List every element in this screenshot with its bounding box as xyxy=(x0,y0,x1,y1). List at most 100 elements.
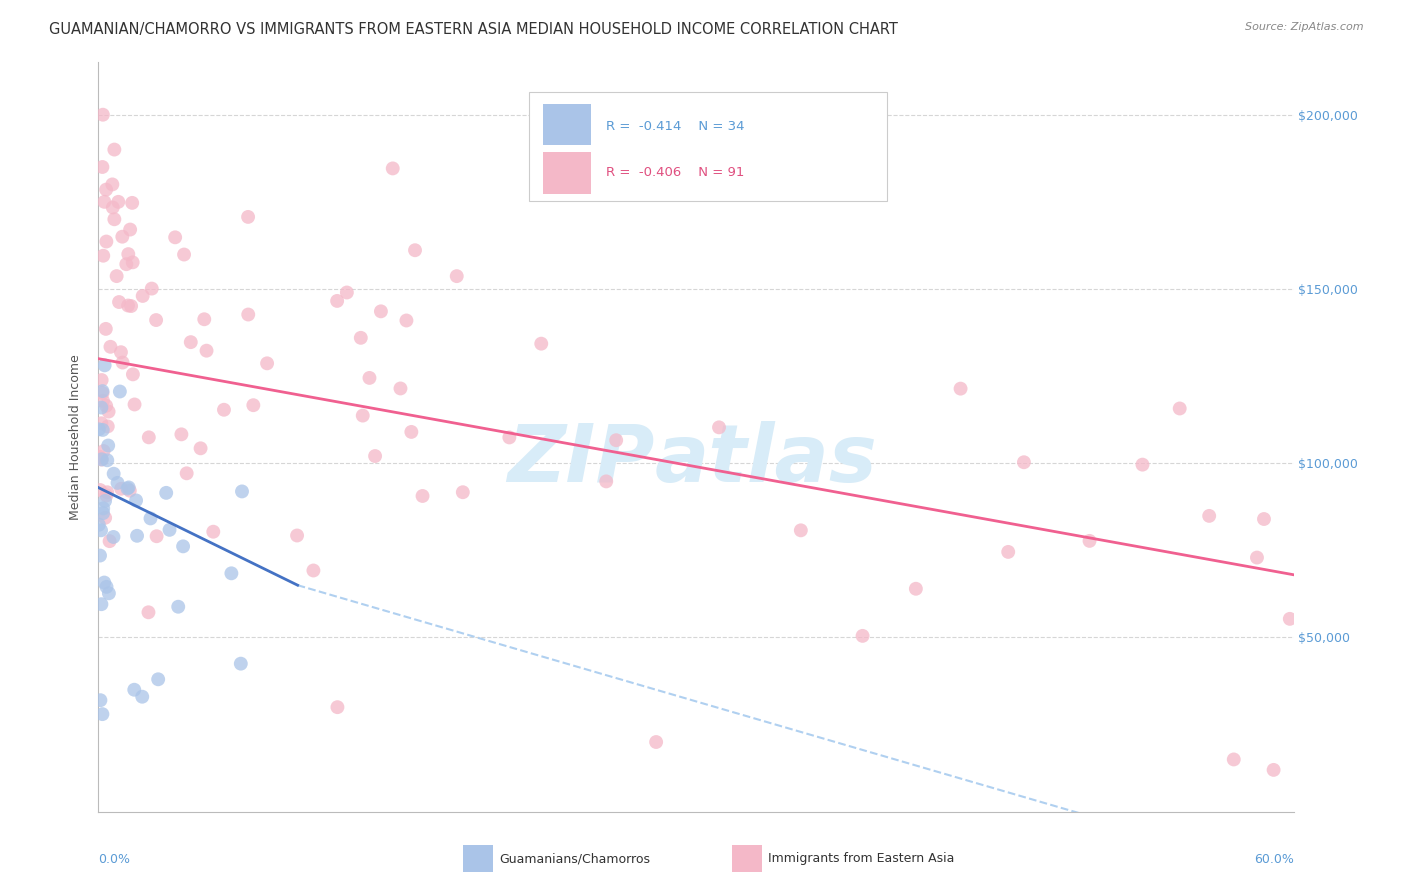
Point xyxy=(91,386,114,401)
Point xyxy=(195,343,218,358)
Point xyxy=(94,322,117,336)
Point xyxy=(97,419,120,434)
Point xyxy=(145,529,167,543)
Point xyxy=(120,299,142,313)
Point xyxy=(103,530,125,544)
Bar xyxy=(733,846,762,871)
Point xyxy=(93,194,115,209)
Point xyxy=(238,308,260,322)
Bar xyxy=(463,846,494,871)
Point xyxy=(139,511,162,525)
Point xyxy=(605,434,627,448)
Point xyxy=(103,143,125,157)
Point xyxy=(91,160,114,174)
Text: ZIP: ZIP xyxy=(506,420,654,499)
Point xyxy=(645,735,668,749)
Point xyxy=(124,682,146,697)
Text: atlas: atlas xyxy=(654,420,877,499)
Text: Immigrants from Eastern Asia: Immigrants from Eastern Asia xyxy=(768,853,955,865)
Point xyxy=(350,331,373,345)
Point xyxy=(118,483,141,498)
Point xyxy=(401,425,423,439)
Point xyxy=(1223,752,1246,766)
Point xyxy=(103,212,125,227)
Point xyxy=(173,247,195,261)
Point xyxy=(202,524,225,539)
Point xyxy=(90,401,112,415)
Point xyxy=(91,423,114,437)
Point xyxy=(93,359,115,373)
Point xyxy=(121,195,143,210)
Point xyxy=(190,442,212,456)
Point xyxy=(180,335,202,350)
Point xyxy=(451,485,474,500)
Point xyxy=(242,398,264,412)
Point xyxy=(412,489,434,503)
Point xyxy=(91,501,114,516)
Point xyxy=(851,629,873,643)
Point xyxy=(326,293,349,308)
Point xyxy=(105,269,128,284)
Point xyxy=(404,244,426,258)
Point xyxy=(98,534,121,549)
Point xyxy=(997,545,1019,559)
Point xyxy=(707,420,730,434)
Point xyxy=(96,580,118,594)
Point xyxy=(91,384,114,398)
Point xyxy=(111,229,134,244)
Point xyxy=(498,430,520,444)
Point xyxy=(141,282,163,296)
Text: 0.0%: 0.0% xyxy=(98,853,131,866)
Point xyxy=(90,417,112,431)
Point xyxy=(89,483,111,497)
Point xyxy=(1278,612,1301,626)
Point xyxy=(89,693,111,707)
Point xyxy=(231,484,253,499)
Point xyxy=(370,304,392,318)
Point xyxy=(91,707,114,722)
Point xyxy=(256,356,278,370)
Point xyxy=(121,255,143,269)
Point xyxy=(96,485,118,500)
Point xyxy=(389,381,412,395)
Point xyxy=(91,108,114,122)
Point xyxy=(110,345,132,359)
Point xyxy=(381,161,404,176)
Y-axis label: Median Household Income: Median Household Income xyxy=(69,354,83,520)
Point xyxy=(326,700,349,714)
Point xyxy=(107,475,129,490)
Text: 60.0%: 60.0% xyxy=(1254,853,1294,866)
Text: R =  -0.414    N = 34: R = -0.414 N = 34 xyxy=(606,120,745,133)
Point xyxy=(90,524,112,538)
Point xyxy=(115,257,138,271)
Point xyxy=(96,235,118,249)
Point xyxy=(148,673,170,687)
Point xyxy=(167,599,190,614)
Point xyxy=(395,313,418,327)
Point xyxy=(904,582,927,596)
Point xyxy=(117,482,139,496)
Point xyxy=(446,269,468,284)
Point xyxy=(145,313,167,327)
Point xyxy=(359,371,381,385)
Point xyxy=(212,402,235,417)
Point xyxy=(103,467,125,481)
Point xyxy=(117,247,139,261)
Bar xyxy=(543,103,591,145)
Point xyxy=(949,382,972,396)
Point xyxy=(125,493,148,508)
Point xyxy=(110,482,132,496)
Point xyxy=(117,299,139,313)
Point xyxy=(176,467,198,481)
Point xyxy=(236,210,259,224)
Point xyxy=(138,430,160,444)
Point xyxy=(94,183,117,197)
Point xyxy=(1198,508,1220,523)
Point xyxy=(111,355,134,369)
Point xyxy=(122,368,145,382)
Point xyxy=(93,444,115,458)
Point xyxy=(101,201,124,215)
Point xyxy=(352,409,374,423)
Point xyxy=(155,486,177,500)
Point xyxy=(97,404,120,418)
